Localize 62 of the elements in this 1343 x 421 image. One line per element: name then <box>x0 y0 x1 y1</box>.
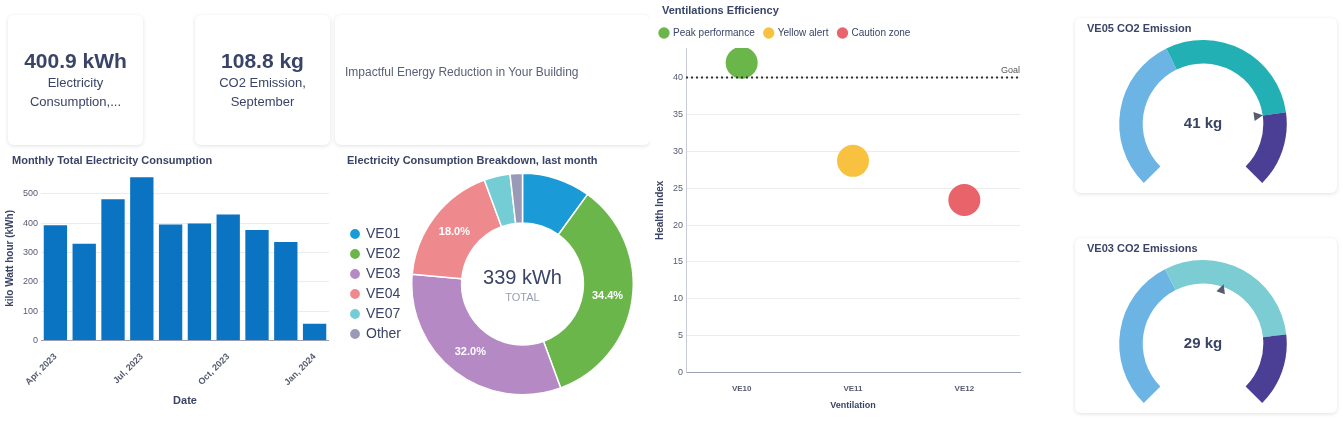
y-axis-title: kilo Watt hour (kWh) <box>3 210 15 307</box>
bar <box>302 323 327 340</box>
y-tick-label: 40 <box>673 71 684 82</box>
text: Impactful Energy Reduction in Your Building <box>345 64 579 81</box>
y-tick-label: 35 <box>673 108 684 119</box>
y-tick-label: 200 <box>22 276 39 287</box>
legend-label: VE07 <box>366 304 401 321</box>
y-axis-title: Health Index <box>653 180 665 241</box>
ref-line-label: Goal <box>1000 65 1020 76</box>
legend-label: Other <box>366 324 402 341</box>
chart-title: Ventilations Efficiency <box>661 3 780 18</box>
chart-title: VE05 CO2 Emission <box>1086 21 1193 36</box>
legend-label: Yellow alert <box>777 26 829 38</box>
y-tick-label: 20 <box>673 219 684 230</box>
y-tick-label: 0 <box>33 334 39 345</box>
data-label: 32.0% <box>454 345 487 358</box>
point <box>948 183 981 216</box>
bar <box>216 214 240 340</box>
x-axis-title: Date <box>173 394 197 407</box>
legend-label: Peak performance <box>673 26 756 38</box>
chart-title: VE03 CO2 Emissions <box>1086 241 1199 256</box>
text: 400.9 kWh <box>24 49 127 73</box>
legend-label: VE01 <box>366 224 401 241</box>
x-tick-label: VE11 <box>843 383 864 393</box>
data-label: 34.4% <box>591 288 624 301</box>
x-axis-title: Ventilation <box>830 400 876 411</box>
point <box>725 48 758 79</box>
x-tick-label: VE10 <box>731 383 753 393</box>
bar <box>274 242 298 340</box>
legend-label: VE02 <box>366 244 401 261</box>
y-tick-label: 0 <box>678 367 684 378</box>
chart-title: Electricity Consumption Breakdown, last month <box>346 153 599 168</box>
y-tick-label: 5 <box>678 330 684 341</box>
text: 108.8 kg <box>221 49 304 73</box>
x-tick-label: VE12 <box>954 383 975 393</box>
y-tick-label: 10 <box>673 293 684 304</box>
bar <box>72 243 96 340</box>
y-tick-label: 30 <box>673 145 684 156</box>
bar <box>158 224 183 340</box>
bar <box>130 177 154 340</box>
text: 41 kg <box>1183 113 1223 131</box>
text: 29 kg <box>1183 333 1223 351</box>
text: CO2 Emission, September <box>218 74 307 111</box>
text: 339 kWh <box>483 265 562 288</box>
y-tick-label: 100 <box>22 305 39 316</box>
chart-title: Monthly Total Electricity Consumption <box>11 153 214 168</box>
text: Electricity Consumption,... <box>28 74 122 111</box>
y-tick-label: 400 <box>22 217 39 228</box>
legend-label: Caution zone <box>851 26 911 38</box>
y-tick-label: 300 <box>22 247 39 258</box>
y-tick-label: 15 <box>673 256 684 267</box>
y-tick-label: 25 <box>673 182 684 193</box>
bar <box>43 225 68 340</box>
bar <box>187 223 212 340</box>
legend-label: VE03 <box>366 264 401 281</box>
y-tick-label: 500 <box>22 188 39 199</box>
legend-label: VE04 <box>366 284 401 301</box>
text: TOTAL <box>505 291 540 304</box>
bar <box>101 199 125 340</box>
data-label: 18.0% <box>438 224 471 237</box>
point <box>837 144 870 177</box>
bar <box>245 230 269 340</box>
